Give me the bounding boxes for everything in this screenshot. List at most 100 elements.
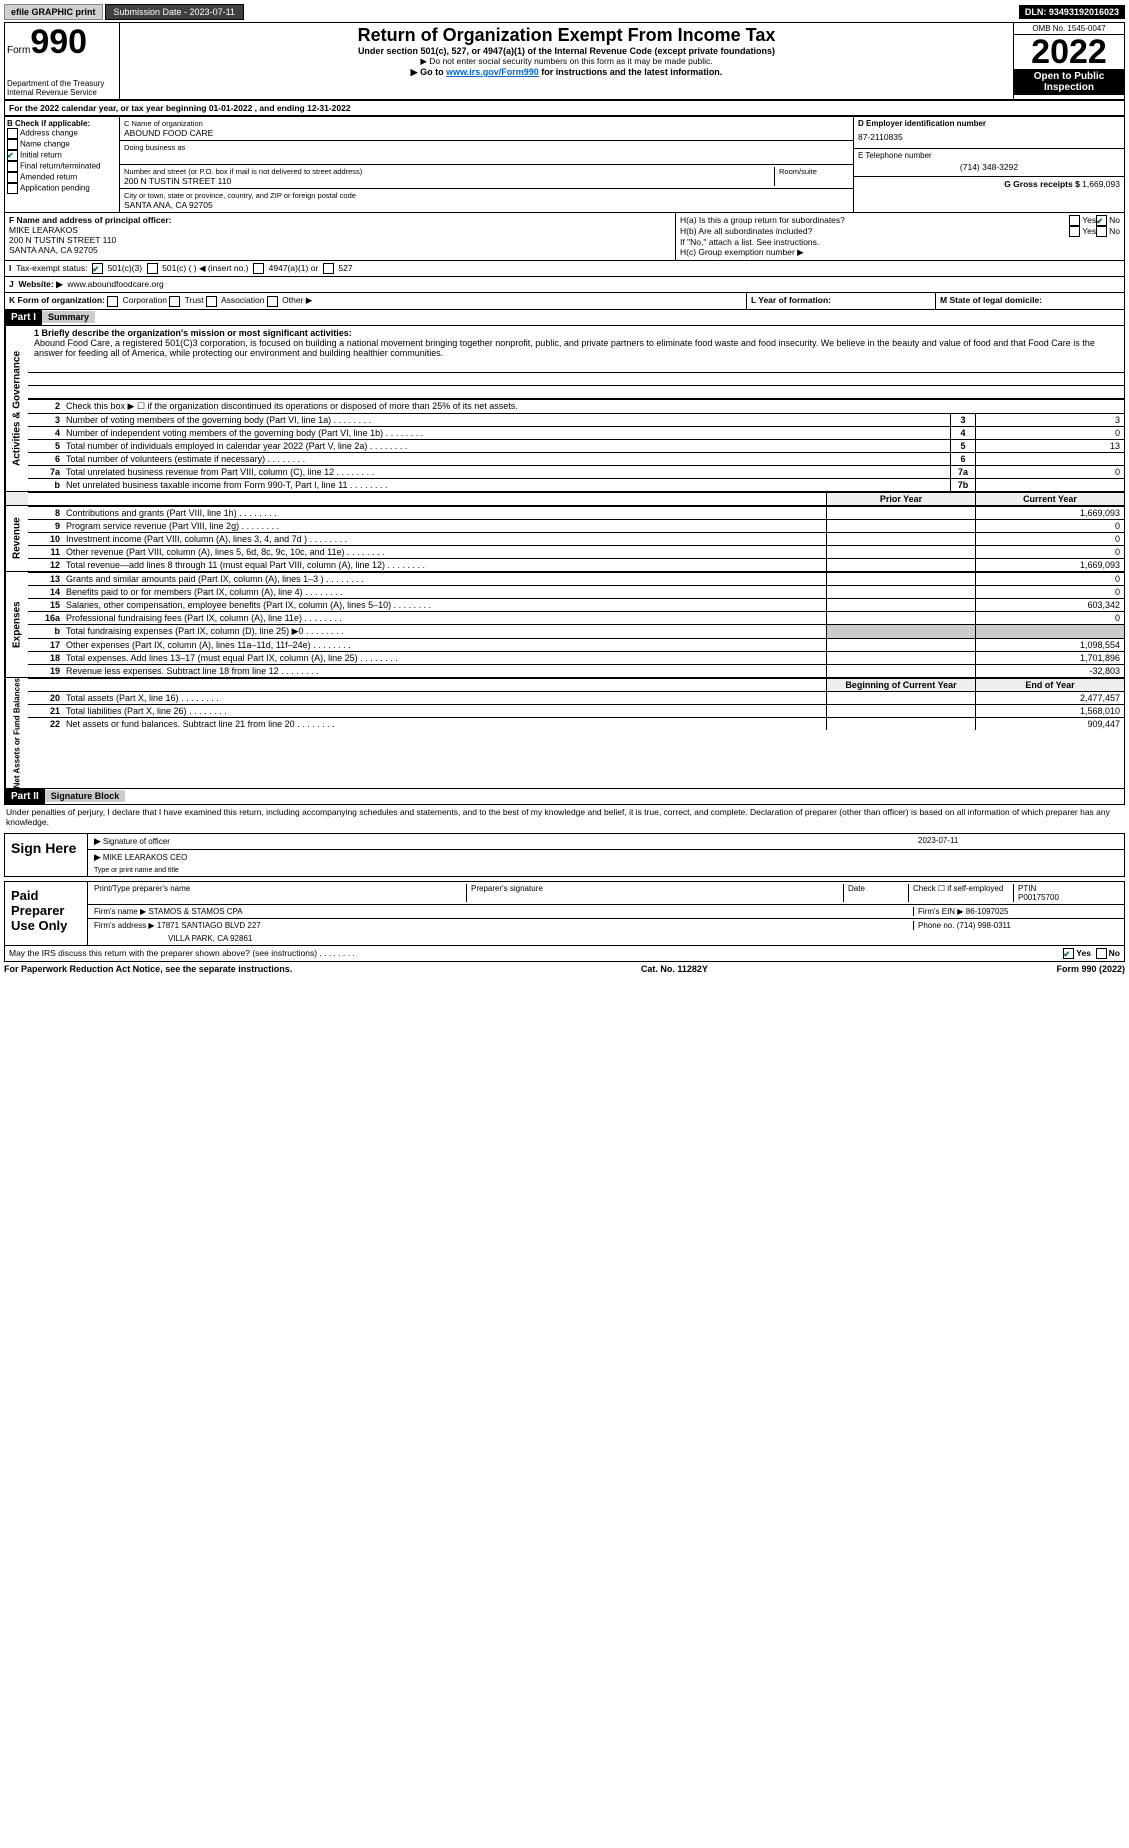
ck-corp[interactable]	[107, 296, 118, 307]
hdr-eoy: End of Year	[975, 679, 1124, 691]
addr-lbl: Number and street (or P.O. box if mail i…	[124, 167, 774, 176]
line-num: b	[28, 625, 64, 638]
firm-addr2: VILLA PARK, CA 92861	[88, 932, 1124, 945]
ck-final[interactable]	[7, 161, 18, 172]
cell-py	[826, 665, 975, 677]
ein-value: 87-2110835	[858, 128, 1120, 146]
hdr-current-year: Current Year	[975, 493, 1124, 505]
cell-py	[826, 599, 975, 611]
cell-py	[826, 586, 975, 598]
efile-tag: efile GRAPHIC print	[4, 4, 103, 20]
sidebar-gov: Activities & Governance	[5, 326, 28, 491]
cell-py	[826, 573, 975, 585]
penalty-text: Under penalties of perjury, I declare th…	[4, 805, 1125, 829]
ha-yes[interactable]	[1069, 215, 1080, 226]
cell-boy	[826, 692, 975, 704]
ck-trust[interactable]	[169, 296, 180, 307]
c-name-lbl: C Name of organization	[124, 119, 849, 128]
opt-4947: 4947(a)(1) or	[269, 263, 319, 273]
line-box: 7a	[950, 466, 975, 478]
ptin-lbl: PTIN	[1018, 884, 1036, 893]
firm-ein-lbl: Firm's EIN ▶	[918, 907, 963, 916]
line-num: 20	[28, 692, 64, 704]
dln-tag: DLN: 93493192016023	[1019, 5, 1125, 19]
opt-final: Final return/terminated	[20, 162, 100, 171]
ck-501c[interactable]	[147, 263, 158, 274]
ck-4947[interactable]	[253, 263, 264, 274]
cell-py	[826, 520, 975, 532]
city-state-zip: SANTA ANA, CA 92705	[124, 200, 849, 210]
firm-name-lbl: Firm's name ▶	[94, 907, 146, 916]
ck-527[interactable]	[323, 263, 334, 274]
line-num: 10	[28, 533, 64, 545]
line-num: 7a	[28, 466, 64, 478]
line-text: Grants and similar amounts paid (Part IX…	[64, 573, 826, 585]
line-text: Net unrelated business taxable income fr…	[64, 479, 950, 491]
discuss-no-ck[interactable]	[1096, 948, 1107, 959]
sign-here-lbl: Sign Here	[5, 834, 88, 876]
g-lbl: G Gross receipts $	[1004, 179, 1080, 189]
cell-cy	[975, 625, 1124, 638]
ck-amended[interactable]	[7, 172, 18, 183]
cell-boy	[826, 718, 975, 730]
cell-py	[826, 533, 975, 545]
line-num: 14	[28, 586, 64, 598]
top-bar: efile GRAPHIC print Submission Date - 20…	[4, 4, 1125, 20]
entity-block: B Check if applicable: Address change Na…	[4, 116, 1125, 213]
line-box: 6	[950, 453, 975, 465]
cell-py	[826, 546, 975, 558]
room-lbl: Room/suite	[774, 167, 849, 186]
hb-lbl: H(b) Are all subordinates included?	[680, 226, 1069, 237]
line-box: 5	[950, 440, 975, 452]
line-text: Number of independent voting members of …	[64, 427, 950, 439]
cell-cy: -32,803	[975, 665, 1124, 677]
opt-527: 527	[338, 263, 352, 273]
line-text: Total revenue—add lines 8 through 11 (mu…	[64, 559, 826, 571]
prep-h3: Date	[843, 884, 908, 902]
ck-other[interactable]	[267, 296, 278, 307]
ck-assoc[interactable]	[206, 296, 217, 307]
irs-link[interactable]: www.irs.gov/Form990	[446, 67, 539, 77]
yes-1: Yes	[1082, 215, 1096, 226]
f-h-row: F Name and address of principal officer:…	[4, 213, 1125, 261]
e-phone-lbl: E Telephone number	[858, 151, 1120, 160]
sidebar-blank	[5, 492, 28, 505]
ck-initial[interactable]	[7, 150, 18, 161]
submission-date-btn[interactable]: Submission Date - 2023-07-11	[105, 4, 244, 20]
discuss-no: No	[1109, 948, 1120, 959]
firm-phone: (714) 998-0311	[957, 921, 1011, 930]
line-2: Check this box ▶ ☐ if the organization d…	[64, 400, 1124, 413]
ck-501c3[interactable]	[92, 263, 103, 274]
line-text: Contributions and grants (Part VIII, lin…	[64, 507, 826, 519]
hb-no[interactable]	[1096, 226, 1107, 237]
line-val: 0	[975, 466, 1124, 478]
opt-address: Address change	[20, 129, 78, 138]
ha-no[interactable]	[1096, 215, 1107, 226]
prep-h2: Preparer's signature	[466, 884, 843, 902]
cell-cy: 1,669,093	[975, 507, 1124, 519]
opt-name: Name change	[20, 140, 70, 149]
hdr-boy: Beginning of Current Year	[826, 679, 975, 691]
firm-name: STAMOS & STAMOS CPA	[148, 907, 242, 916]
org-name: ABOUND FOOD CARE	[124, 128, 849, 138]
discuss-yes-ck[interactable]	[1063, 948, 1074, 959]
opt-initial: Initial return	[20, 151, 62, 160]
line-text: Total expenses. Add lines 13–17 (must eq…	[64, 652, 826, 664]
line-text: Total number of individuals employed in …	[64, 440, 950, 452]
line-val	[975, 479, 1124, 491]
k-lbl: K Form of organization:	[9, 295, 105, 305]
ck-address[interactable]	[7, 128, 18, 139]
j-lbl: Website: ▶	[18, 279, 62, 289]
city-lbl: City or town, state or province, country…	[124, 191, 849, 200]
ck-pending[interactable]	[7, 183, 18, 194]
cell-py	[826, 625, 975, 638]
ptin-val: P00175700	[1018, 893, 1059, 902]
line-text: Number of voting members of the governin…	[64, 414, 950, 426]
line-val	[975, 453, 1124, 465]
firm-ein: 86-1097025	[966, 907, 1009, 916]
ck-name[interactable]	[7, 139, 18, 150]
hb-yes[interactable]	[1069, 226, 1080, 237]
mission-lbl: 1 Briefly describe the organization's mi…	[34, 328, 352, 338]
line-num: 4	[28, 427, 64, 439]
dept-treasury: Department of the Treasury	[7, 79, 117, 88]
